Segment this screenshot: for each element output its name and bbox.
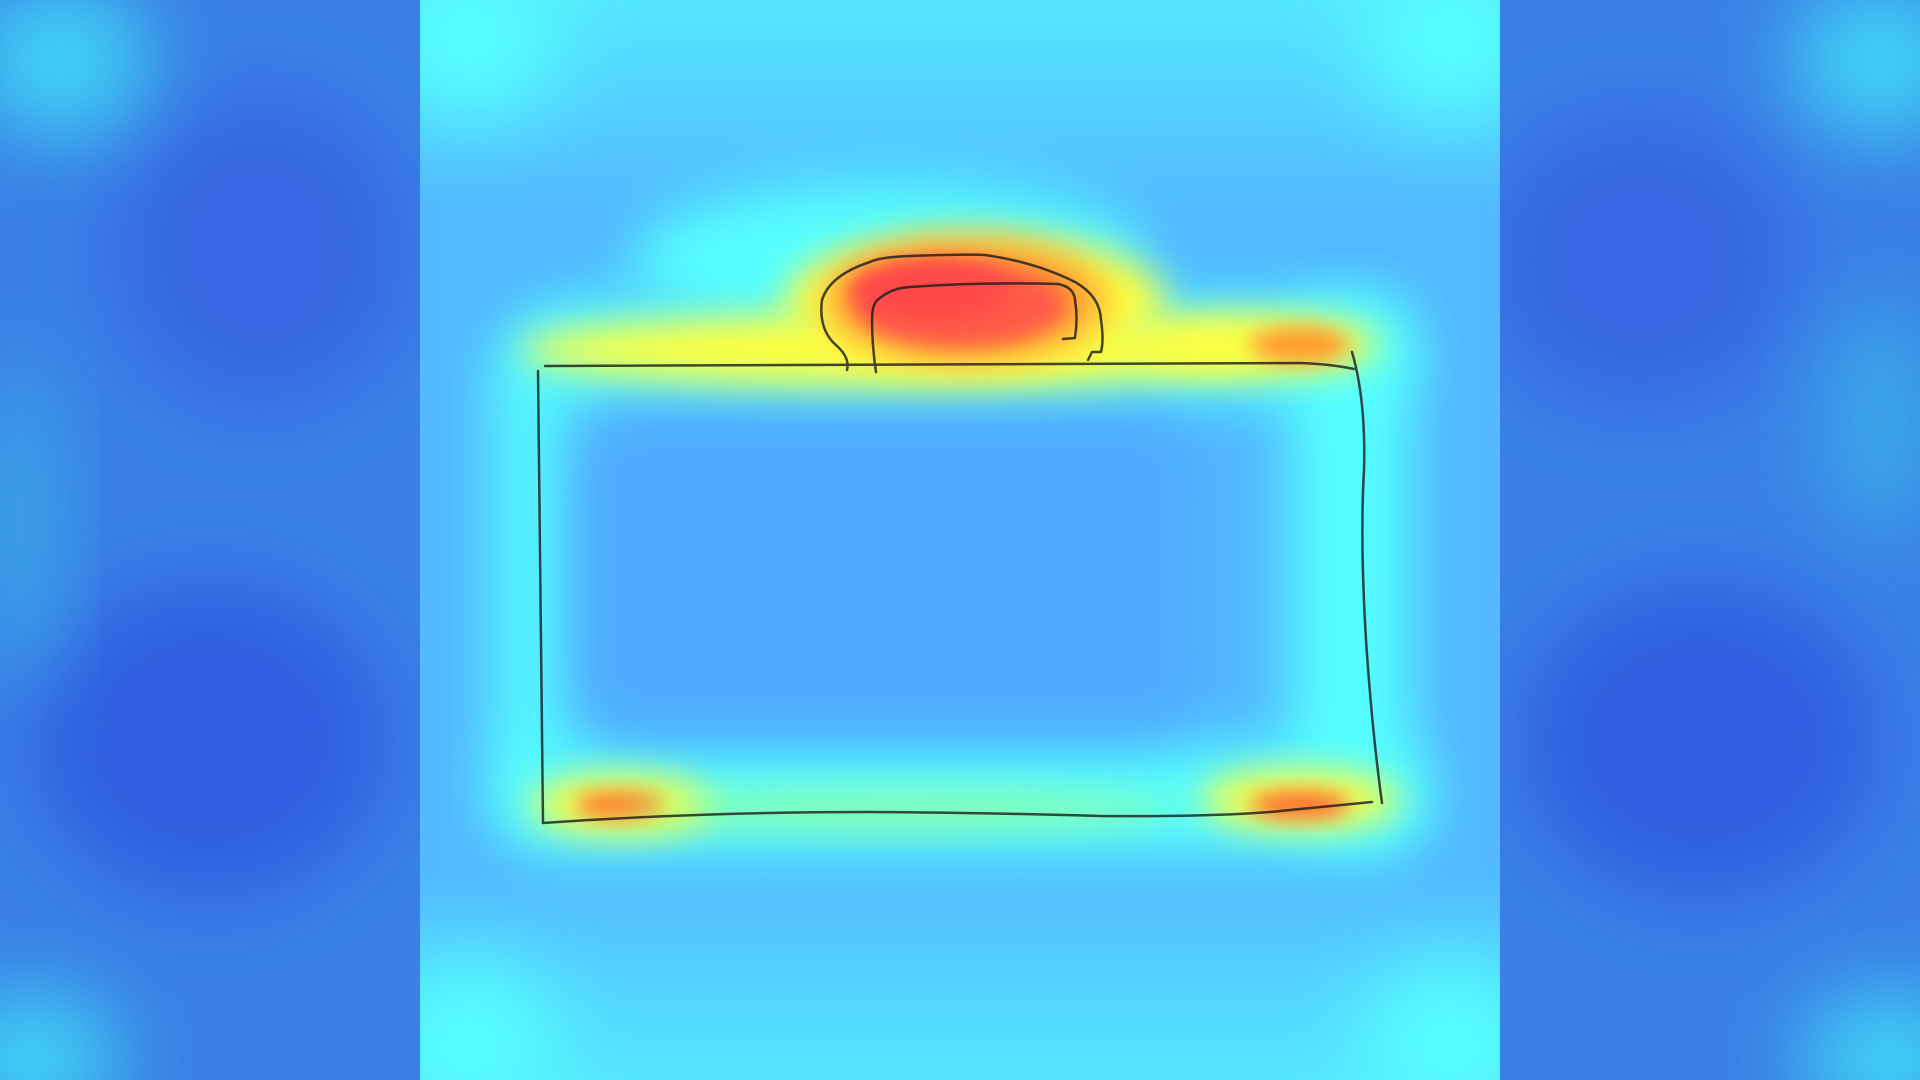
sketch-left-edge <box>536 369 545 825</box>
right-panel <box>1480 0 1920 1080</box>
sketch-right-edge <box>1350 350 1384 805</box>
left-panel <box>0 0 420 1080</box>
center-heatmap <box>420 0 1500 1080</box>
sketch-handle-outer <box>820 253 1104 372</box>
briefcase-sketch <box>536 253 1384 825</box>
handle-hotspot <box>825 240 1105 360</box>
sketch-top-edge <box>543 361 1356 371</box>
sketch-bottom-edge <box>541 800 1374 825</box>
sketch-handle-inner <box>870 282 1078 374</box>
